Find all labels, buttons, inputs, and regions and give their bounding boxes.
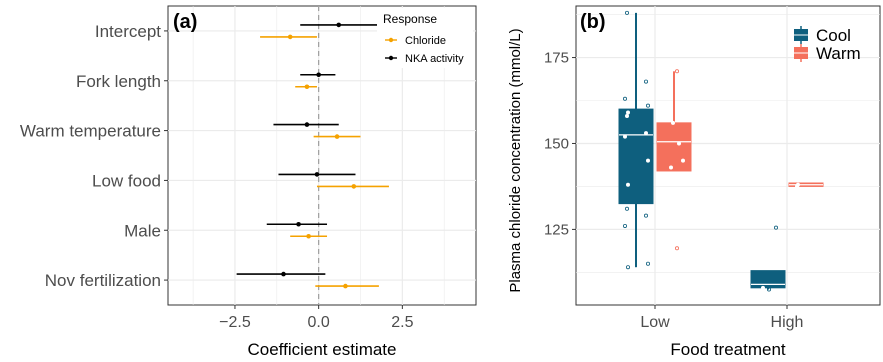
cool-low-data-point bbox=[625, 113, 630, 118]
legend-key-point-chloride bbox=[388, 37, 394, 43]
cool-low-data-point bbox=[626, 265, 631, 270]
nka-activity-intercept-estimate-point bbox=[336, 22, 342, 28]
panel-b-x-tick-labels: Low High bbox=[640, 305, 803, 331]
y-tick-label: 175 bbox=[544, 50, 569, 67]
warm-low-data-point bbox=[677, 141, 682, 146]
cool-low-data-point bbox=[646, 261, 651, 266]
panel-a-legend: Response Chloride NKA activity bbox=[377, 8, 473, 68]
warm-low-data-point bbox=[681, 158, 686, 163]
warm-high-data-point bbox=[795, 184, 800, 189]
cool-low-data-point bbox=[646, 158, 651, 163]
cool-low-data-point bbox=[623, 134, 628, 139]
y-tick-label-warm-temperature: Warm temperature bbox=[20, 122, 161, 141]
cool-low-data-point bbox=[626, 182, 631, 187]
warm-low-data-point bbox=[675, 246, 680, 251]
chloride-nov-fertilization-estimate-point bbox=[343, 283, 348, 289]
y-tick-label-low-food: Low food bbox=[92, 171, 161, 190]
cool-low-data-point bbox=[644, 131, 649, 136]
chloride-low-food-estimate-point bbox=[351, 184, 357, 189]
panel-a-x-axis-label: Coefficient estimate bbox=[248, 340, 397, 359]
y-tick-label-male: Male bbox=[124, 221, 161, 240]
warm-low-data-point bbox=[669, 165, 674, 170]
panel-b-y-axis-label: Plasma chloride concentration (mmol/L) bbox=[507, 28, 524, 292]
cool-low-data-point bbox=[646, 103, 651, 108]
legend-label-nka-activity: NKA activity bbox=[405, 53, 464, 65]
x-tick-label: −2.5 bbox=[219, 314, 251, 331]
nka-activity-nov-fertilization-estimate-point bbox=[281, 271, 286, 277]
cool-low-data-point bbox=[625, 10, 630, 15]
warm-low-data-point bbox=[675, 69, 680, 74]
y-tick-label: 150 bbox=[544, 135, 569, 152]
warm-low-box bbox=[656, 122, 692, 172]
y-tick-label-fork-length: Fork length bbox=[76, 72, 161, 91]
panel-a-coefficient-plot: Intercept Fork length Warm temperature Low … bbox=[20, 5, 477, 359]
panel-a-marks bbox=[236, 22, 389, 289]
chloride-intercept-estimate-point bbox=[287, 34, 293, 40]
x-tick-label-low: Low bbox=[640, 314, 670, 331]
panel-b-y-tick-labels: 125 150 175 bbox=[544, 50, 576, 238]
legend-entries: Chloride NKA activity bbox=[385, 35, 464, 65]
x-tick-label: 0.0 bbox=[308, 314, 330, 331]
x-tick-label: 2.5 bbox=[391, 314, 413, 331]
nka-activity-fork-length-estimate-point bbox=[316, 72, 321, 78]
x-tick-label-high: High bbox=[771, 314, 804, 331]
cool-high-data-point bbox=[774, 225, 779, 230]
cool-low-data-point bbox=[644, 213, 649, 218]
cool-high-box bbox=[750, 270, 786, 289]
chloride-fork-length-estimate-point bbox=[304, 84, 310, 90]
cool-high-data-point bbox=[761, 285, 766, 290]
panel-a-x-tick-labels: −2.5 0.0 2.5 bbox=[219, 305, 414, 331]
cool-low-data-point bbox=[625, 206, 630, 211]
chloride-male-estimate-point bbox=[306, 233, 311, 239]
legend-label-cool: Cool bbox=[816, 26, 851, 45]
panel-b-marks bbox=[618, 10, 824, 292]
legend-label-warm: Warm bbox=[816, 44, 861, 63]
warm-low-data-point bbox=[671, 120, 676, 125]
cool-low-data-point bbox=[623, 96, 628, 101]
cool-low-box bbox=[618, 108, 654, 205]
cool-high-data-point bbox=[767, 287, 772, 292]
panel-b-x-axis-label: Food treatment bbox=[670, 340, 786, 359]
panel-a-label: (a) bbox=[173, 11, 197, 33]
nka-activity-low-food-estimate-point bbox=[314, 172, 320, 177]
chloride-warm-temperature-estimate-point bbox=[334, 134, 340, 139]
y-tick-label-intercept: Intercept bbox=[95, 22, 161, 41]
cool-low-data-point bbox=[626, 110, 631, 115]
legend-key-point-nka-activity bbox=[388, 55, 394, 61]
legend-label-chloride: Chloride bbox=[405, 35, 446, 47]
y-tick-label: 125 bbox=[544, 221, 569, 238]
y-tick-label-nov-fertilization: Nov fertilization bbox=[45, 271, 161, 290]
cool-low-data-point bbox=[644, 79, 649, 84]
panel-b-label: (b) bbox=[580, 11, 606, 33]
cool-low-data-point bbox=[623, 223, 628, 228]
panel-b-gridlines bbox=[576, 6, 880, 305]
panel-a-y-tick-labels: Intercept Fork length Warm temperature Low … bbox=[20, 22, 168, 290]
panel-b-box-plot: 125 150 175 Low High Food treatment Plasma … bbox=[507, 5, 881, 359]
nka-activity-male-estimate-point bbox=[296, 221, 301, 227]
legend-title: Response bbox=[383, 12, 437, 26]
nka-activity-warm-temperature-estimate-point bbox=[304, 122, 310, 127]
panel-a-gridlines bbox=[168, 6, 476, 305]
